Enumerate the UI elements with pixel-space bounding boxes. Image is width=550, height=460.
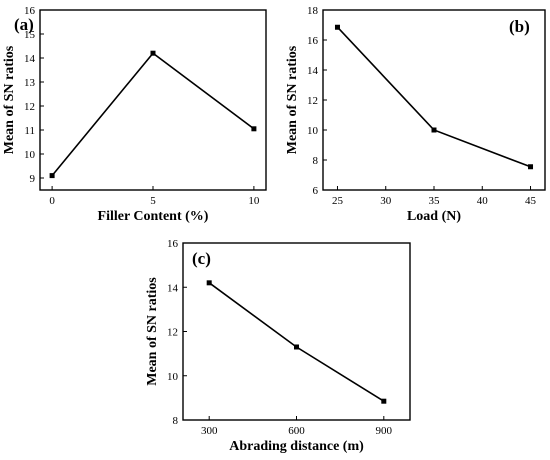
y-tick-label: 12: [167, 327, 178, 339]
x-axis-title: Load (N): [407, 209, 461, 224]
series-line: [336, 26, 531, 168]
y-axis-title: Mean of SN ratios: [145, 277, 160, 386]
panel-label: (b): [509, 17, 530, 36]
x-tick-label: 45: [525, 195, 537, 207]
y-tick-label: 9: [30, 173, 36, 185]
x-tick-label: 30: [380, 195, 392, 207]
x-tick-label: 900: [376, 425, 393, 437]
data-point: [381, 398, 387, 404]
series-line: [51, 52, 255, 177]
y-tick-label: 14: [307, 65, 319, 77]
data-point: [294, 344, 299, 350]
data-point: [431, 127, 437, 133]
x-tick-label: 300: [201, 425, 218, 437]
data-point: [251, 126, 257, 132]
y-tick-label: 16: [307, 35, 319, 47]
y-tick-label: 12: [307, 95, 318, 107]
panel-label: (c): [192, 249, 211, 268]
x-axis-title: Filler Content (%): [98, 209, 209, 224]
plot-frame: [39, 9, 267, 191]
data-point: [334, 24, 340, 30]
data-point: [49, 173, 55, 179]
y-tick-label: 14: [167, 282, 179, 294]
y-tick-label: 15: [24, 29, 36, 41]
x-tick-label: 40: [477, 195, 489, 207]
y-tick-label: 8: [313, 155, 319, 167]
y-tick-label: 12: [24, 101, 35, 113]
data-point: [528, 164, 534, 170]
series-line: [208, 282, 385, 402]
chart-panel-c: 8 10 12 14 16 300 600 900 Abrading distance (m) M…: [145, 238, 411, 454]
y-axis-title: Mean of SN ratios: [2, 45, 17, 154]
y-tick-label: 16: [24, 5, 36, 17]
data-point: [150, 50, 156, 56]
y-tick-label: 11: [24, 125, 35, 137]
x-tick-label: 10: [248, 195, 260, 207]
chart-panel-a: 9 10 11 12 13 14 15 16 0 5 10 Filler Content (%) Mea…: [2, 5, 267, 224]
chart-panel-b: 6 8 10 12 14 16 18 25 30 35 40 45 Load (N) Mean of SN…: [285, 5, 546, 224]
y-tick-label: 6: [313, 185, 319, 197]
plot-frame: [182, 242, 411, 421]
x-axis-title: Abrading distance (m): [229, 439, 364, 454]
y-tick-label: 18: [307, 5, 319, 17]
y-tick-label: 14: [24, 53, 36, 65]
y-tick-label: 13: [24, 77, 36, 89]
y-tick-label: 16: [167, 238, 179, 250]
x-tick-label: 25: [332, 195, 344, 207]
plot-frame: [322, 9, 546, 191]
y-axis-title: Mean of SN ratios: [285, 45, 300, 154]
y-tick-label: 8: [173, 415, 179, 427]
panel-label: (a): [14, 15, 34, 34]
y-tick-label: 10: [167, 371, 179, 383]
y-tick-label: 10: [307, 125, 319, 137]
x-tick-label: 0: [49, 195, 55, 207]
x-tick-label: 600: [288, 425, 305, 437]
y-tick-label: 10: [24, 149, 36, 161]
x-tick-label: 5: [150, 195, 156, 207]
data-point: [206, 280, 212, 286]
x-tick-label: 35: [429, 195, 441, 207]
